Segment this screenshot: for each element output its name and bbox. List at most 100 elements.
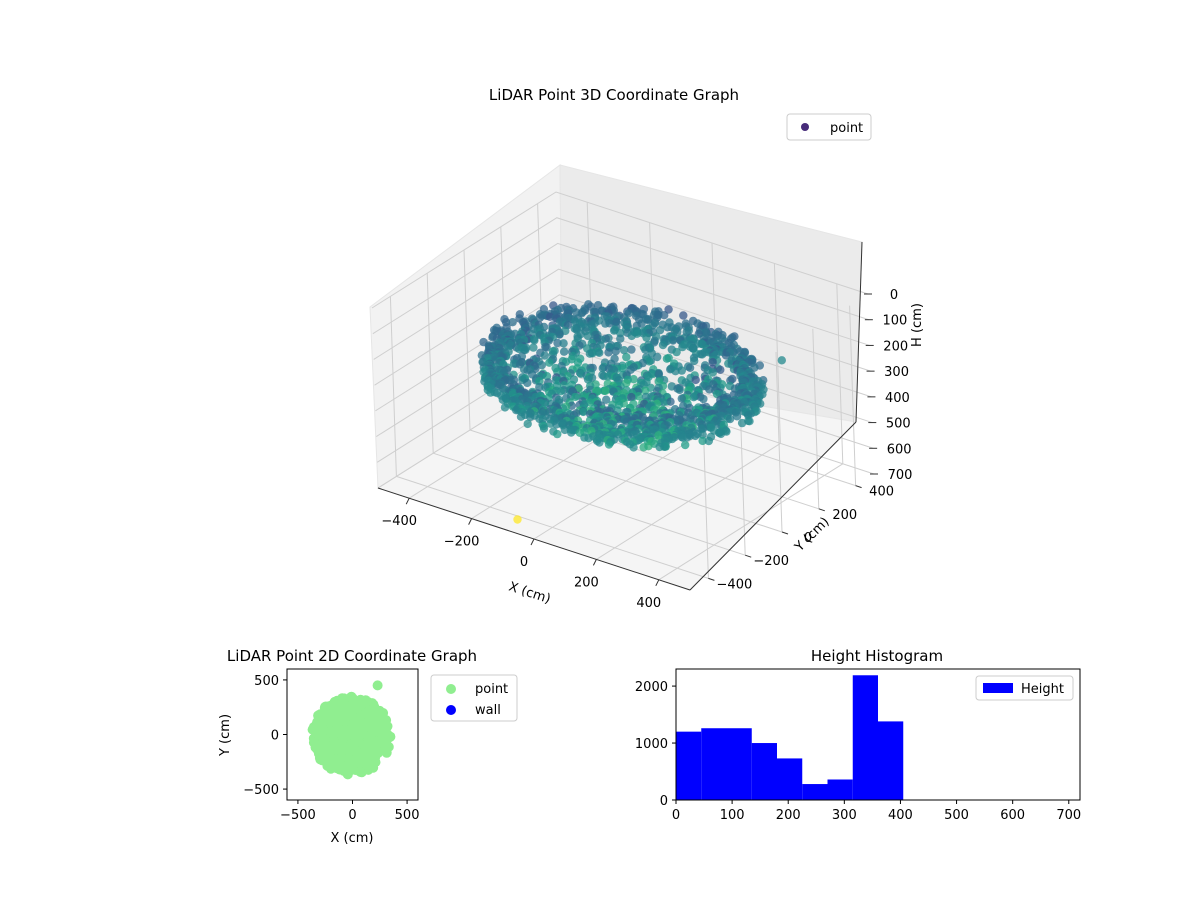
x-tick-label-hist: 700 xyxy=(1056,808,1081,823)
legend-2d-point-label: point xyxy=(475,682,508,697)
y-tick-3d xyxy=(818,508,825,512)
grid-line-y-floor xyxy=(396,475,709,579)
point-3d xyxy=(677,366,686,375)
histogram-title: Height Histogram xyxy=(811,647,943,665)
point-3d xyxy=(500,403,510,412)
z-tick-label-3d: 200 xyxy=(883,339,908,354)
x-tick-label-hist: 0 xyxy=(672,808,680,823)
chart-2d: LiDAR Point 2D Coordinate Graph −500 0 500… xyxy=(218,647,518,846)
x-tick-3d xyxy=(655,579,660,587)
point-3d xyxy=(690,356,699,366)
point-3d xyxy=(721,351,731,360)
legend-2d: point wall xyxy=(430,674,518,722)
point-2d xyxy=(367,761,378,772)
point-3d xyxy=(681,440,690,450)
point-3d xyxy=(567,428,576,437)
point-3d xyxy=(698,430,707,439)
point-2d xyxy=(320,701,331,712)
z-tick-labels-3d: 0 100 200 300 400 500 600 700 xyxy=(864,288,912,483)
point-3d xyxy=(583,375,593,384)
legend-histogram: Height xyxy=(975,675,1074,701)
y-ticks-histogram: 0 1000 2000 xyxy=(635,680,676,809)
histogram-bar xyxy=(802,784,828,800)
legend-hist-swatch xyxy=(983,683,1013,693)
x-ticks-histogram: 0 100 200 300 400 500 600 700 xyxy=(672,800,1081,823)
z-tick-label-3d: 0 xyxy=(890,288,898,303)
histogram-bar xyxy=(777,758,803,800)
point-3d xyxy=(641,386,650,395)
grid-line-y-backwall xyxy=(426,273,434,454)
grid-line-y-backwall xyxy=(389,296,397,477)
point-3d xyxy=(708,358,717,367)
point-2d xyxy=(353,725,364,736)
point-3d xyxy=(662,354,672,363)
point-3d xyxy=(616,334,625,343)
point-3d xyxy=(639,443,648,452)
chart-3d: LiDAR Point 3D Coordinate Graph −400−200… xyxy=(369,86,925,611)
point-3d xyxy=(571,392,580,402)
point-3d xyxy=(526,412,535,422)
y-tick-label-2d: −500 xyxy=(243,783,279,798)
x-tick-3d xyxy=(530,538,535,546)
x-tick-3d xyxy=(468,518,473,525)
grid-line-z xyxy=(372,217,870,335)
histogram-bar xyxy=(827,779,853,800)
point-3d xyxy=(535,313,545,322)
chart-3d-title: LiDAR Point 3D Coordinate Graph xyxy=(489,86,739,104)
x-tick-labels-3d: −400 −200 0 200 400 xyxy=(381,497,661,611)
point-3d xyxy=(698,350,707,359)
point-2d-outlier xyxy=(372,680,383,691)
x-tick-label-hist: 500 xyxy=(944,808,969,823)
point-3d xyxy=(677,394,686,403)
point-3d xyxy=(642,333,651,342)
legend-2d-wall-label: wall xyxy=(475,703,501,718)
point-3d xyxy=(559,347,569,356)
point-3d xyxy=(689,393,698,402)
point-3d xyxy=(486,388,495,397)
z-axis-label-3d: H (cm) xyxy=(910,303,925,347)
point-2d xyxy=(335,753,346,764)
y-tick-label-2d: 500 xyxy=(254,674,279,689)
histogram-bar xyxy=(878,721,904,800)
point-2d xyxy=(343,753,354,764)
y-tick-label-3d: 200 xyxy=(832,508,857,523)
point-2d xyxy=(373,737,384,748)
point-cloud-3d xyxy=(477,300,786,524)
x-tick-label-3d: −400 xyxy=(381,514,417,529)
legend-hist-frame xyxy=(975,675,1074,701)
x-tick-3d xyxy=(405,497,410,505)
point-3d xyxy=(678,342,687,352)
grid-line-z xyxy=(373,242,870,360)
point-2d xyxy=(349,702,360,713)
grid-line-z xyxy=(375,294,872,412)
grid-line-y-wall xyxy=(849,305,857,486)
point-2d xyxy=(325,726,336,737)
grid-line-z xyxy=(371,191,869,309)
point-3d xyxy=(516,412,526,421)
x-tick-label-2d: 500 xyxy=(395,808,420,823)
point-3d xyxy=(627,345,636,354)
y-tick-3d xyxy=(781,531,789,535)
point-3d xyxy=(611,347,620,356)
point-3d xyxy=(604,348,613,357)
point-2d xyxy=(331,718,342,729)
point-3d xyxy=(675,385,684,395)
y-tick-3d xyxy=(745,554,752,558)
y-tick-3d xyxy=(855,485,862,489)
y-axis-label-3d: Y (cm) xyxy=(792,515,833,556)
y-tick-label-3d: −400 xyxy=(717,577,753,592)
x-tick-3d xyxy=(592,559,597,566)
point-2d xyxy=(352,747,363,758)
x-tick-label-3d: 0 xyxy=(520,555,528,570)
point-3d xyxy=(545,358,554,367)
point-3d xyxy=(539,424,549,433)
histogram-bar xyxy=(701,728,727,800)
histogram-bars xyxy=(676,675,904,800)
point-3d xyxy=(508,318,517,327)
histogram-bar xyxy=(751,743,777,800)
y-tick-label-hist: 2000 xyxy=(635,680,668,695)
point-3d xyxy=(678,433,687,442)
point-3d xyxy=(658,340,668,350)
point-2d xyxy=(365,705,376,716)
